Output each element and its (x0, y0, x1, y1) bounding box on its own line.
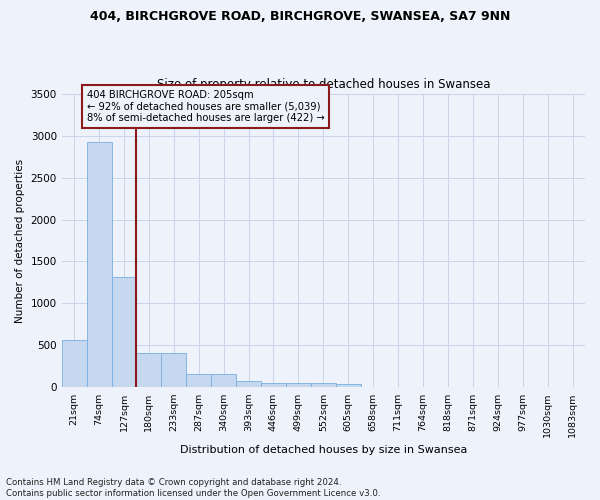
X-axis label: Distribution of detached houses by size in Swansea: Distribution of detached houses by size … (179, 445, 467, 455)
Bar (211, 374, 236, 388)
Text: 404 BIRCHGROVE ROAD: 205sqm
← 92% of detached houses are smaller (5,039)
8% of s: 404 BIRCHGROVE ROAD: 205sqm ← 92% of det… (86, 90, 325, 123)
Text: 404, BIRCHGROVE ROAD, BIRCHGROVE, SWANSEA, SA7 9NN: 404, BIRCHGROVE ROAD, BIRCHGROVE, SWANSE… (90, 10, 510, 23)
Bar (186, 374, 211, 388)
Text: Contains HM Land Registry data © Crown copyright and database right 2024.
Contai: Contains HM Land Registry data © Crown c… (6, 478, 380, 498)
Bar (86, 142, 112, 388)
Bar (236, 380, 261, 388)
Bar (136, 353, 161, 388)
Bar (336, 384, 361, 388)
Title: Size of property relative to detached houses in Swansea: Size of property relative to detached ho… (157, 78, 490, 91)
Bar (311, 383, 336, 388)
Bar (161, 353, 186, 388)
Bar (62, 340, 86, 388)
Bar (286, 383, 311, 388)
Bar (112, 276, 136, 388)
Bar (261, 383, 286, 388)
Y-axis label: Number of detached properties: Number of detached properties (15, 158, 25, 322)
